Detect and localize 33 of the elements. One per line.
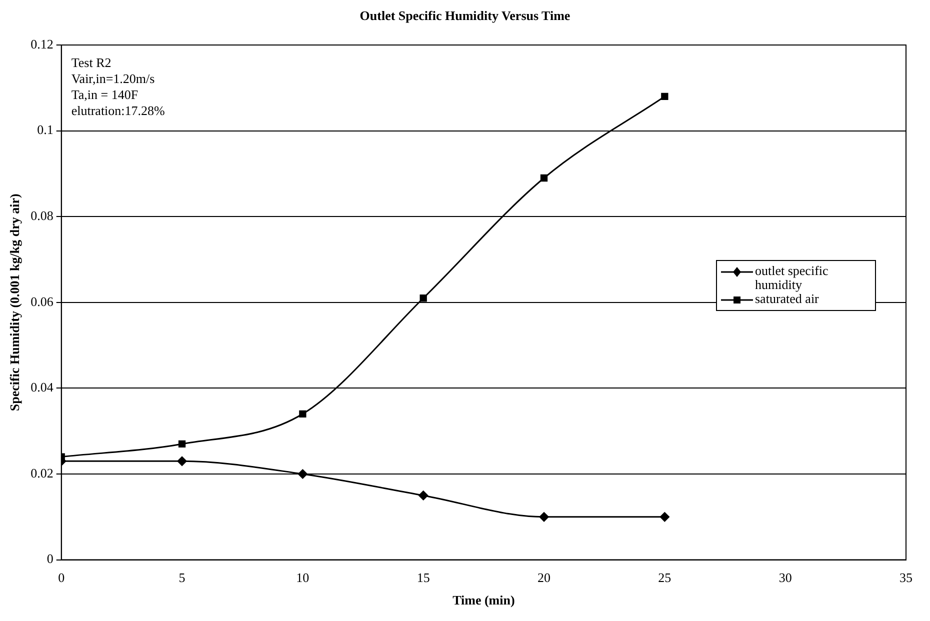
annotation: Test R2 [71, 54, 112, 70]
x-tick-label: 20 [538, 570, 551, 586]
point [298, 469, 308, 479]
point [660, 512, 670, 522]
x-axis-title: Time (min) [452, 592, 515, 608]
point [420, 294, 427, 302]
x-tick-label: 5 [178, 570, 186, 586]
y-tick-label: 0.1 [37, 122, 54, 138]
chart-title: Outlet Specific Humidity Versus Time [358, 8, 572, 24]
y-tick-label: 0 [46, 551, 54, 566]
point [299, 410, 306, 418]
point [418, 490, 428, 500]
annotation: Vair,in=1.20m/s [71, 70, 155, 86]
legend-label: saturated air [755, 290, 819, 306]
x-tick-label: 30 [778, 570, 792, 586]
x-tick-label: 0 [58, 570, 65, 586]
y-tick-label: 0.12 [30, 36, 54, 52]
x-tick-label: 15 [416, 570, 430, 586]
y-tick-label: 0.04 [30, 380, 54, 395]
y-axis-title: Specific Humidity (0.001 kg/kg dry air) [7, 194, 22, 412]
annotation: elutration:17.28% [71, 102, 166, 118]
point [540, 174, 548, 182]
y-tick-label: 0.02 [30, 465, 54, 480]
x-tick-label: 35 [900, 570, 912, 586]
y-tick-label: 0.08 [30, 208, 54, 224]
point [177, 456, 187, 466]
x-tick-label: 10 [296, 570, 310, 586]
annotation: Ta,in = 140F [71, 86, 138, 102]
point [661, 92, 668, 100]
x-tick-label: 25 [658, 570, 672, 586]
point [178, 440, 186, 448]
y-tick-label: 0.06 [30, 294, 54, 309]
point [539, 512, 549, 522]
